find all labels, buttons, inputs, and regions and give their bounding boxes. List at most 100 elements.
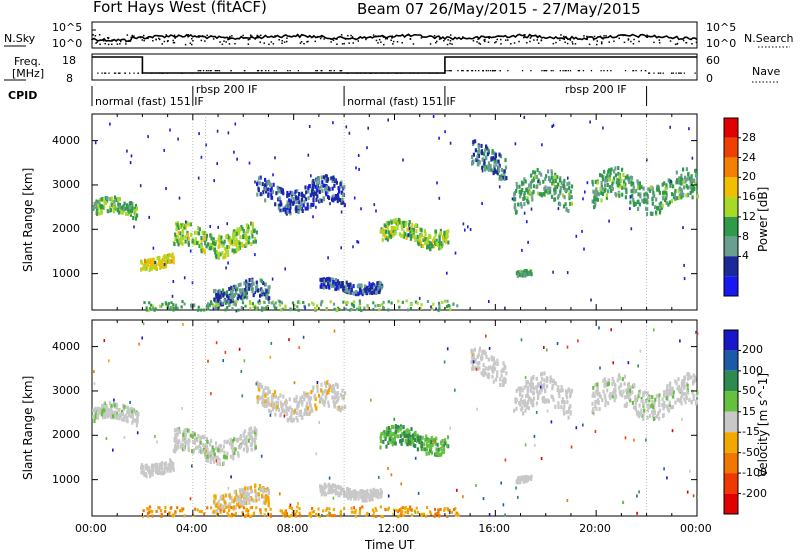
power-echo-cell xyxy=(402,234,406,239)
power-echo-cell xyxy=(377,285,380,290)
noise-search-dot xyxy=(221,43,224,46)
velocity-echo-cell xyxy=(152,463,155,468)
power-echo-cell xyxy=(130,201,133,205)
power-noise-cell xyxy=(670,179,672,183)
power-echo-cell xyxy=(94,201,97,206)
power-echo-cell xyxy=(177,242,180,247)
power-echo-cell xyxy=(338,284,341,289)
noise-search-dot xyxy=(198,36,200,38)
power-echo-cell xyxy=(213,247,216,252)
velocity-noise-cell xyxy=(289,503,292,507)
velocity-noise-cell xyxy=(333,329,336,333)
power-echo-cell xyxy=(680,195,683,200)
power-echo-cell xyxy=(663,181,666,186)
noise-search-dot xyxy=(131,34,134,37)
power-ground-scatter-cell xyxy=(438,301,441,305)
power-ground-scatter-cell xyxy=(372,301,375,305)
velocity-ground-scatter-cell xyxy=(148,505,152,509)
velocity-echo-cell xyxy=(242,433,245,438)
velocity-echo-cell xyxy=(477,361,480,366)
velocity-echo-cell xyxy=(270,394,273,399)
power-ground-scatter-cell xyxy=(270,301,273,305)
velocity-echo-cell xyxy=(241,492,244,497)
power-echo-cell xyxy=(603,169,606,174)
velocity-echo-cell xyxy=(372,487,375,492)
velocity-echo-cell xyxy=(410,427,413,432)
nave-dot xyxy=(485,70,487,72)
power-echo-cell xyxy=(429,242,432,247)
power-echo-cell xyxy=(187,232,190,237)
power-echo-cell xyxy=(328,281,331,286)
velocity-echo-cell xyxy=(334,488,337,493)
velocity-echo-cell xyxy=(305,407,308,412)
power-echo-cell xyxy=(390,220,393,225)
velocity-noise-cell xyxy=(539,385,542,389)
nave-dot xyxy=(449,70,451,72)
nave-dot xyxy=(569,70,572,72)
velocity-ground-scatter-cell xyxy=(288,515,291,518)
power-echo-cell xyxy=(134,208,137,213)
power-noise-cell xyxy=(360,207,362,211)
power-echo-cell xyxy=(385,221,388,225)
power-ground-scatter-cell xyxy=(237,308,240,312)
power-echo-cell xyxy=(665,183,668,188)
velocity-echo-cell xyxy=(182,435,185,440)
velocity-echo-cell xyxy=(563,404,566,409)
power-ground-scatter-cell xyxy=(277,299,280,303)
power-echo-cell xyxy=(363,284,366,289)
power-echo-cell xyxy=(438,235,441,240)
power-echo-cell xyxy=(630,189,633,194)
velocity-echo-cell xyxy=(556,388,559,392)
power-ground-scatter-cell xyxy=(342,300,345,304)
velocity-echo-cell xyxy=(406,428,409,433)
noise-search-dot xyxy=(433,35,436,37)
power-noise-cell xyxy=(152,246,155,250)
velocity-ground-scatter-cell xyxy=(203,512,206,516)
power-echo-cell xyxy=(375,290,378,295)
power-echo-cell xyxy=(278,196,281,201)
velocity-ground-scatter-cell xyxy=(298,511,301,515)
power-echo-cell xyxy=(500,167,503,172)
power-ground-scatter-cell xyxy=(443,299,446,303)
velocity-echo-cell xyxy=(115,411,118,416)
noise-search-dot xyxy=(392,40,395,43)
velocity-echo-cell xyxy=(505,371,508,376)
power-echo-cell xyxy=(179,231,182,236)
velocity-echo-cell xyxy=(330,490,334,495)
power-ground-scatter-cell xyxy=(358,308,361,311)
velocity-echo-cell xyxy=(406,442,409,447)
velocity-echo-cell xyxy=(200,450,203,455)
velocity-echo-cell xyxy=(127,409,130,414)
nave-dot xyxy=(101,72,103,74)
power-echo-cell xyxy=(211,243,214,248)
power-echo-cell xyxy=(554,175,557,180)
velocity-echo-cell xyxy=(102,412,105,417)
velocity-echo-cell xyxy=(682,392,686,396)
velocity-echo-cell xyxy=(325,391,328,396)
velocity-noise-cell xyxy=(434,507,436,511)
velocity-echo-cell xyxy=(248,427,251,432)
power-echo-cell xyxy=(447,240,450,245)
velocity-echo-cell xyxy=(693,375,697,380)
velocity-echo-cell xyxy=(443,438,447,443)
velocity-echo-cell xyxy=(150,463,153,468)
power-echo-cell xyxy=(435,241,438,246)
velocity-noise-cell xyxy=(566,499,569,502)
velocity-echo-cell xyxy=(259,484,262,488)
power-echo-cell xyxy=(160,260,163,264)
power-echo-cell xyxy=(498,152,501,157)
velocity-echo-cell xyxy=(263,495,266,500)
power-colorbar-tick-label: 24 xyxy=(742,150,756,164)
power-echo-cell xyxy=(264,282,267,287)
noise-search-dot xyxy=(223,40,225,42)
power-echo-cell xyxy=(286,190,289,195)
velocity-ground-scatter-cell xyxy=(354,514,357,518)
velocity-ground-scatter-cell xyxy=(409,505,412,509)
power-echo-cell xyxy=(497,165,500,170)
nave-dot xyxy=(457,70,459,72)
nave-dot xyxy=(214,70,216,72)
power-echo-cell xyxy=(471,161,474,166)
power-echo-cell xyxy=(200,236,203,240)
power-echo-cell xyxy=(100,209,103,213)
power-echo-cell xyxy=(297,196,300,201)
